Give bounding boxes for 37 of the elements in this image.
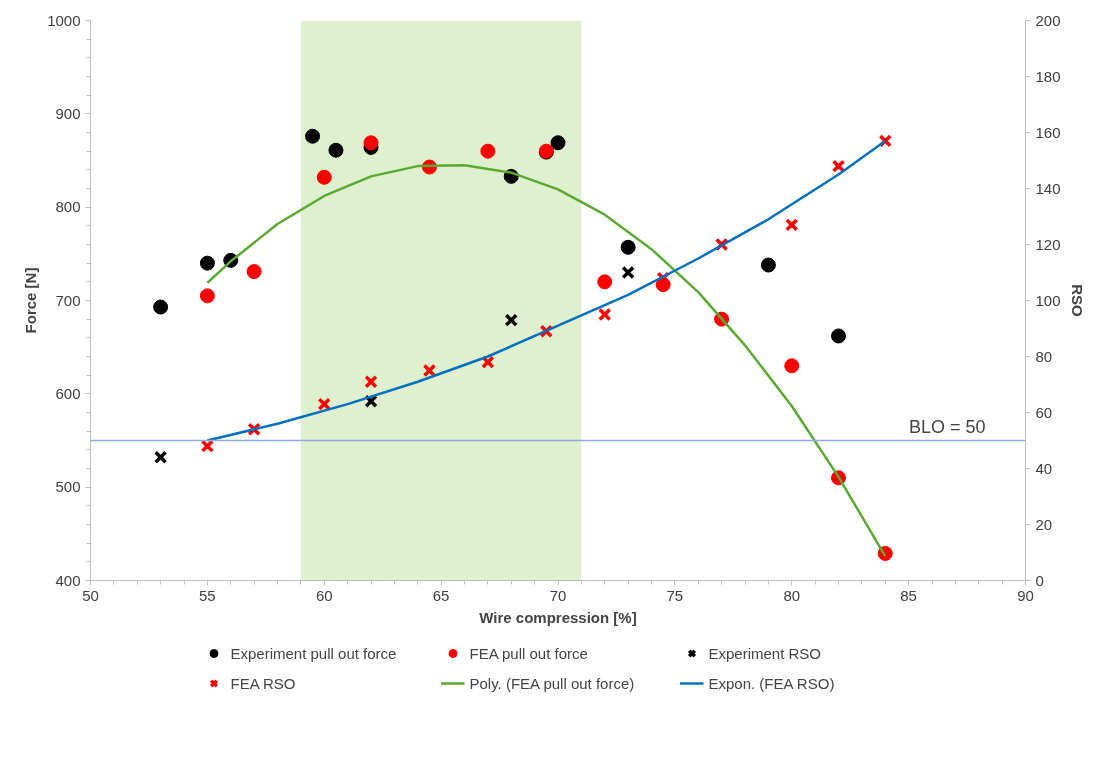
y2-tick-label: 100 [1035, 291, 1061, 309]
legend-label: FEA pull out force [469, 643, 589, 663]
legend-label: Poly. (FEA pull out force) [469, 673, 636, 693]
y-tick-label: 700 [55, 291, 81, 309]
y2-tick-label: 200 [1035, 11, 1061, 29]
y2-tick-label: 0 [1035, 571, 1044, 589]
x-tick-label: 55 [199, 586, 216, 604]
x-tick-label: 75 [666, 586, 684, 604]
y2-tick-label: 80 [1035, 347, 1053, 365]
y-tick-label: 900 [55, 104, 81, 122]
x-tick-label: 70 [549, 586, 567, 604]
y2-axis-title: RSO [1068, 284, 1086, 318]
y2-tick-label: 140 [1035, 179, 1061, 197]
y2-tick-label: 120 [1035, 235, 1061, 253]
y2-tick-label: 20 [1035, 515, 1053, 533]
y-tick-label: 600 [55, 384, 81, 402]
y2-tick-label: 160 [1035, 123, 1061, 141]
x-axis-title: Wire compression [%] [479, 608, 637, 626]
x-tick-label: 80 [783, 586, 801, 604]
y-tick-label: 1000 [47, 11, 81, 29]
y-tick-label: 400 [55, 571, 81, 589]
y-axis-title: Force [N] [22, 267, 40, 334]
x-tick-label: 65 [432, 586, 450, 604]
legend-label: Experiment pull out force [230, 643, 398, 663]
x-tick-label: 50 [82, 586, 99, 604]
y2-tick-label: 40 [1035, 459, 1053, 477]
x-tick-label: 90 [1017, 586, 1034, 604]
y-tick-label: 500 [55, 478, 81, 496]
y2-tick-label: 180 [1035, 67, 1061, 85]
y2-tick-label: 60 [1035, 403, 1053, 421]
ref-line-label: BLO = 50 [908, 416, 986, 437]
y-tick-label: 800 [55, 198, 81, 216]
legend-label: Expon. (FEA RSO) [708, 673, 836, 693]
legend-label: Experiment RSO [708, 643, 823, 663]
x-tick-label: 60 [315, 586, 333, 604]
legend-label: FEA RSO [230, 673, 297, 693]
x-tick-label: 85 [900, 586, 917, 604]
